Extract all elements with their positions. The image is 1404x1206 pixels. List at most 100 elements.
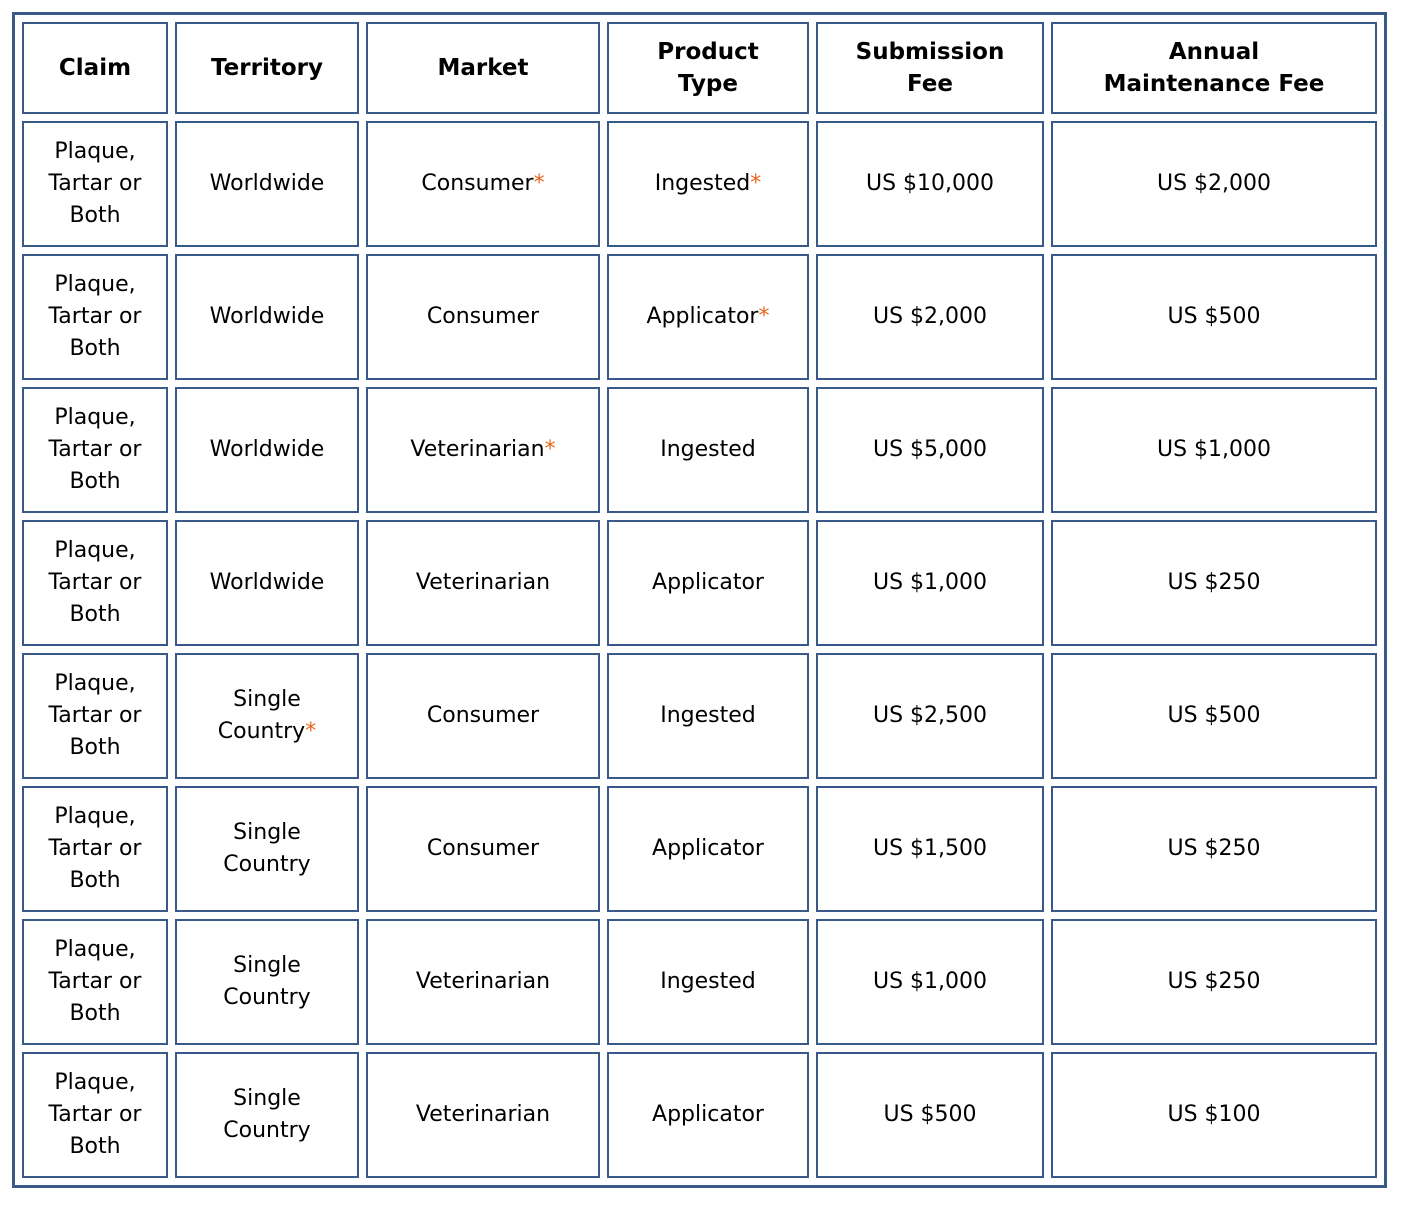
table-row: Plaque, Tartar or Both Single Country* C…: [22, 653, 1377, 779]
cell-territory: Single Country*: [175, 653, 359, 779]
cell-annual-maintenance-fee: US $250: [1051, 919, 1377, 1045]
cell-market: Consumer*: [366, 121, 600, 247]
cell-text: Veterinarian: [415, 969, 551, 995]
cell-product-type: Applicator: [607, 1052, 809, 1178]
cell-market: Veterinarian: [366, 919, 600, 1045]
header-claim: Claim: [22, 22, 168, 114]
cell-text: Consumer: [426, 703, 540, 729]
asterisk: *: [305, 719, 317, 744]
table-row: Plaque, Tartar or Both Single Country Ve…: [22, 919, 1377, 1045]
cell-claim: Plaque, Tartar or Both: [22, 653, 168, 779]
cell-territory: Worldwide: [175, 387, 359, 513]
cell-text: US $2,000: [1156, 171, 1272, 197]
cell-text: Veterinarian: [415, 1102, 551, 1128]
cell-text: Single Country: [223, 953, 311, 1010]
header-market: Market: [366, 22, 600, 114]
cell-submission-fee: US $1,500: [816, 786, 1044, 912]
asterisk: *: [544, 437, 556, 463]
cell-text: Worldwide: [209, 570, 325, 596]
cell-text: US $500: [1167, 304, 1261, 330]
cell-submission-fee: US $2,500: [816, 653, 1044, 779]
cell-text: Plaque, Tartar or Both: [48, 671, 142, 760]
cell-text: Ingested: [654, 171, 751, 197]
cell-market: Consumer: [366, 254, 600, 380]
cell-text: US $250: [1167, 836, 1261, 862]
cell-text: Ingested: [660, 703, 756, 729]
cell-text: Applicator: [652, 836, 764, 862]
table-row: Plaque, Tartar or Both Single Country Ve…: [22, 1052, 1377, 1178]
header-submission-fee: Submission Fee: [816, 22, 1044, 114]
cell-text: Plaque, Tartar or Both: [48, 1070, 142, 1159]
cell-market: Veterinarian*: [366, 387, 600, 513]
cell-annual-maintenance-fee: US $250: [1051, 786, 1377, 912]
cell-text: Consumer: [426, 304, 540, 330]
cell-product-type: Ingested*: [607, 121, 809, 247]
table-row: Plaque, Tartar or Both Worldwide Consume…: [22, 254, 1377, 380]
cell-annual-maintenance-fee: US $100: [1051, 1052, 1377, 1178]
table-row: Plaque, Tartar or Both Worldwide Consume…: [22, 121, 1377, 247]
cell-product-type: Ingested: [607, 919, 809, 1045]
cell-text: Plaque, Tartar or Both: [48, 139, 142, 228]
cell-submission-fee: US $1,000: [816, 919, 1044, 1045]
cell-claim: Plaque, Tartar or Both: [22, 121, 168, 247]
header-territory: Territory: [175, 22, 359, 114]
cell-text: US $1,000: [1156, 437, 1272, 463]
cell-annual-maintenance-fee: US $2,000: [1051, 121, 1377, 247]
cell-text: Consumer: [421, 171, 534, 197]
cell-text: Plaque, Tartar or Both: [48, 405, 142, 494]
cell-text: US $250: [1167, 969, 1261, 995]
cell-claim: Plaque, Tartar or Both: [22, 387, 168, 513]
cell-market: Veterinarian: [366, 1052, 600, 1178]
cell-territory: Single Country: [175, 786, 359, 912]
cell-text: Ingested: [660, 969, 756, 995]
cell-product-type: Ingested: [607, 653, 809, 779]
cell-annual-maintenance-fee: US $500: [1051, 653, 1377, 779]
header-product-type: Product Type: [607, 22, 809, 114]
cell-claim: Plaque, Tartar or Both: [22, 254, 168, 380]
cell-territory: Single Country: [175, 919, 359, 1045]
cell-territory: Worldwide: [175, 520, 359, 646]
asterisk: *: [758, 304, 770, 330]
cell-text: Plaque, Tartar or Both: [48, 804, 142, 893]
cell-annual-maintenance-fee: US $250: [1051, 520, 1377, 646]
cell-product-type: Ingested: [607, 387, 809, 513]
cell-text: Single Country: [223, 1086, 311, 1143]
cell-text: Applicator: [652, 570, 764, 596]
cell-submission-fee: US $5,000: [816, 387, 1044, 513]
cell-text: US $100: [1167, 1102, 1261, 1128]
cell-text: US $1,000: [872, 570, 988, 596]
cell-product-type: Applicator*: [607, 254, 809, 380]
cell-submission-fee: US $500: [816, 1052, 1044, 1178]
cell-product-type: Applicator: [607, 786, 809, 912]
cell-submission-fee: US $2,000: [816, 254, 1044, 380]
table-row: Plaque, Tartar or Both Worldwide Veterin…: [22, 387, 1377, 513]
cell-text: Plaque, Tartar or Both: [48, 272, 142, 361]
cell-text: Applicator: [652, 1102, 764, 1128]
cell-market: Consumer: [366, 786, 600, 912]
cell-text: US $5,000: [872, 437, 988, 463]
asterisk: *: [750, 171, 762, 197]
cell-text: US $250: [1167, 570, 1261, 596]
cell-text: Single Country: [223, 820, 311, 877]
cell-claim: Plaque, Tartar or Both: [22, 1052, 168, 1178]
cell-text: US $1,000: [872, 969, 988, 995]
cell-text: Plaque, Tartar or Both: [48, 937, 142, 1026]
cell-text: Plaque, Tartar or Both: [48, 538, 142, 627]
cell-text: Ingested: [660, 437, 756, 463]
cell-claim: Plaque, Tartar or Both: [22, 786, 168, 912]
cell-territory: Single Country: [175, 1052, 359, 1178]
cell-text: US $10,000: [865, 171, 995, 197]
cell-territory: Worldwide: [175, 121, 359, 247]
cell-market: Veterinarian: [366, 520, 600, 646]
cell-text: Consumer: [426, 836, 540, 862]
header-row: Claim Territory Market Product Type Subm…: [22, 22, 1377, 114]
table-row: Plaque, Tartar or Both Single Country Co…: [22, 786, 1377, 912]
cell-text: US $2,500: [872, 703, 988, 729]
cell-text: Worldwide: [209, 171, 325, 197]
cell-submission-fee: US $1,000: [816, 520, 1044, 646]
cell-text: US $1,500: [872, 836, 988, 862]
asterisk: *: [533, 171, 545, 197]
cell-claim: Plaque, Tartar or Both: [22, 919, 168, 1045]
cell-submission-fee: US $10,000: [816, 121, 1044, 247]
fee-schedule-table: Claim Territory Market Product Type Subm…: [12, 12, 1387, 1188]
